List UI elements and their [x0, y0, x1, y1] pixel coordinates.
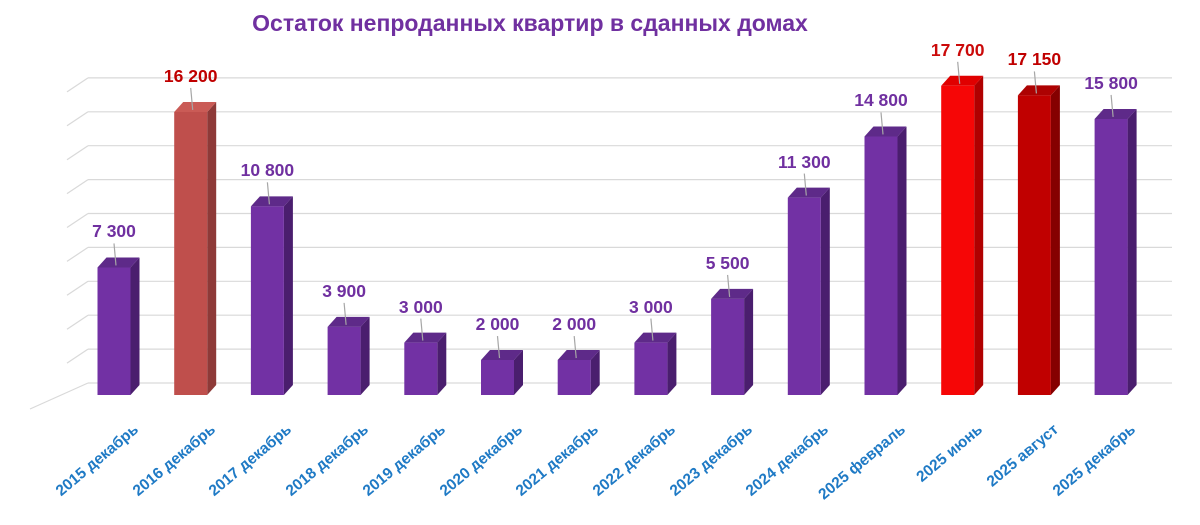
bar-front-face — [250, 206, 284, 395]
value-label: 5 500 — [705, 252, 750, 273]
bar-front-face — [1017, 95, 1051, 396]
bar-front-face — [634, 342, 668, 395]
value-label: 2 000 — [552, 314, 597, 335]
leader-line — [113, 243, 117, 266]
bar-side-face — [514, 350, 523, 395]
leader-line — [1110, 94, 1114, 118]
bar-front-face — [1094, 118, 1128, 395]
bar-front-face — [97, 267, 131, 395]
leader-line — [573, 336, 577, 359]
leader-line — [190, 87, 194, 111]
bar-top-face — [404, 332, 447, 343]
floor-edge-line — [29, 382, 89, 410]
bar-side-face — [1127, 108, 1137, 395]
bar-top-face — [941, 75, 984, 86]
value-label: 3 000 — [628, 296, 673, 317]
bar-top-face — [557, 350, 600, 361]
bar-front-face — [941, 85, 975, 395]
bar-top-face — [634, 332, 677, 343]
bar-front-face — [711, 298, 745, 395]
gridline-depth-stub — [66, 314, 89, 330]
bar-top-face — [787, 187, 830, 198]
value-label: 3 900 — [322, 280, 366, 301]
bar-top-face — [250, 196, 293, 207]
bar-front-face — [481, 360, 514, 395]
bar-side-face — [820, 187, 830, 395]
bar-side-face — [744, 288, 754, 395]
bar-side-face — [360, 316, 370, 395]
value-label: 14 800 — [854, 90, 908, 111]
value-label: 17 700 — [930, 39, 985, 60]
bar-top-face — [327, 316, 370, 327]
bar-top-face — [864, 126, 907, 137]
gridline-depth-stub — [66, 280, 89, 296]
leader-line — [957, 61, 961, 84]
value-label: 11 300 — [778, 151, 831, 172]
leader-line — [803, 173, 807, 196]
value-label: 2 000 — [475, 314, 520, 335]
bar-front-face — [864, 136, 898, 395]
bar-side-face — [207, 101, 217, 396]
bar-top-face — [174, 101, 217, 112]
bar-top-face — [481, 350, 523, 361]
gridline-depth-stub — [66, 77, 89, 93]
value-label: 15 800 — [1084, 72, 1138, 93]
leader-line — [496, 336, 501, 359]
bar-front-face — [327, 326, 361, 395]
gridline-depth-stub — [66, 145, 89, 161]
bar-side-face — [667, 332, 677, 395]
bar-top-face — [711, 288, 754, 299]
gridline-depth-stub — [66, 213, 89, 228]
value-label: 10 800 — [240, 160, 295, 181]
bar-side-face — [283, 196, 293, 395]
bar-side-face — [437, 332, 447, 395]
leader-line — [1033, 71, 1037, 94]
bar-top-face — [97, 257, 140, 268]
leader-line — [420, 318, 424, 341]
bar-front-face — [787, 197, 821, 395]
value-label: 16 200 — [163, 65, 218, 86]
bar-side-face — [1050, 85, 1060, 396]
bar-front-face — [404, 342, 438, 395]
bar-side-face — [130, 257, 140, 395]
chart-title: Остаток непроданных квартир в сданных до… — [252, 10, 808, 36]
bar-front-face — [557, 360, 591, 395]
leader-line — [266, 182, 270, 205]
value-label: 3 000 — [398, 296, 443, 317]
leader-line — [727, 274, 731, 297]
value-label: 7 300 — [92, 221, 136, 242]
gridline-depth-stub — [66, 348, 89, 364]
gridline-depth-stub — [66, 179, 89, 195]
leader-line — [650, 318, 654, 341]
bar-side-face — [897, 126, 907, 395]
bar-front-face — [174, 111, 208, 396]
bar-side-face — [974, 75, 984, 395]
bar-top-face — [1094, 108, 1137, 119]
bar-top-face — [1017, 85, 1060, 96]
leader-line — [880, 112, 884, 135]
value-label: 17 150 — [1007, 49, 1062, 70]
bar-side-face — [590, 350, 600, 395]
gridline-depth-stub — [66, 246, 89, 262]
gridline-depth-stub — [66, 111, 89, 127]
leader-line — [343, 302, 347, 325]
